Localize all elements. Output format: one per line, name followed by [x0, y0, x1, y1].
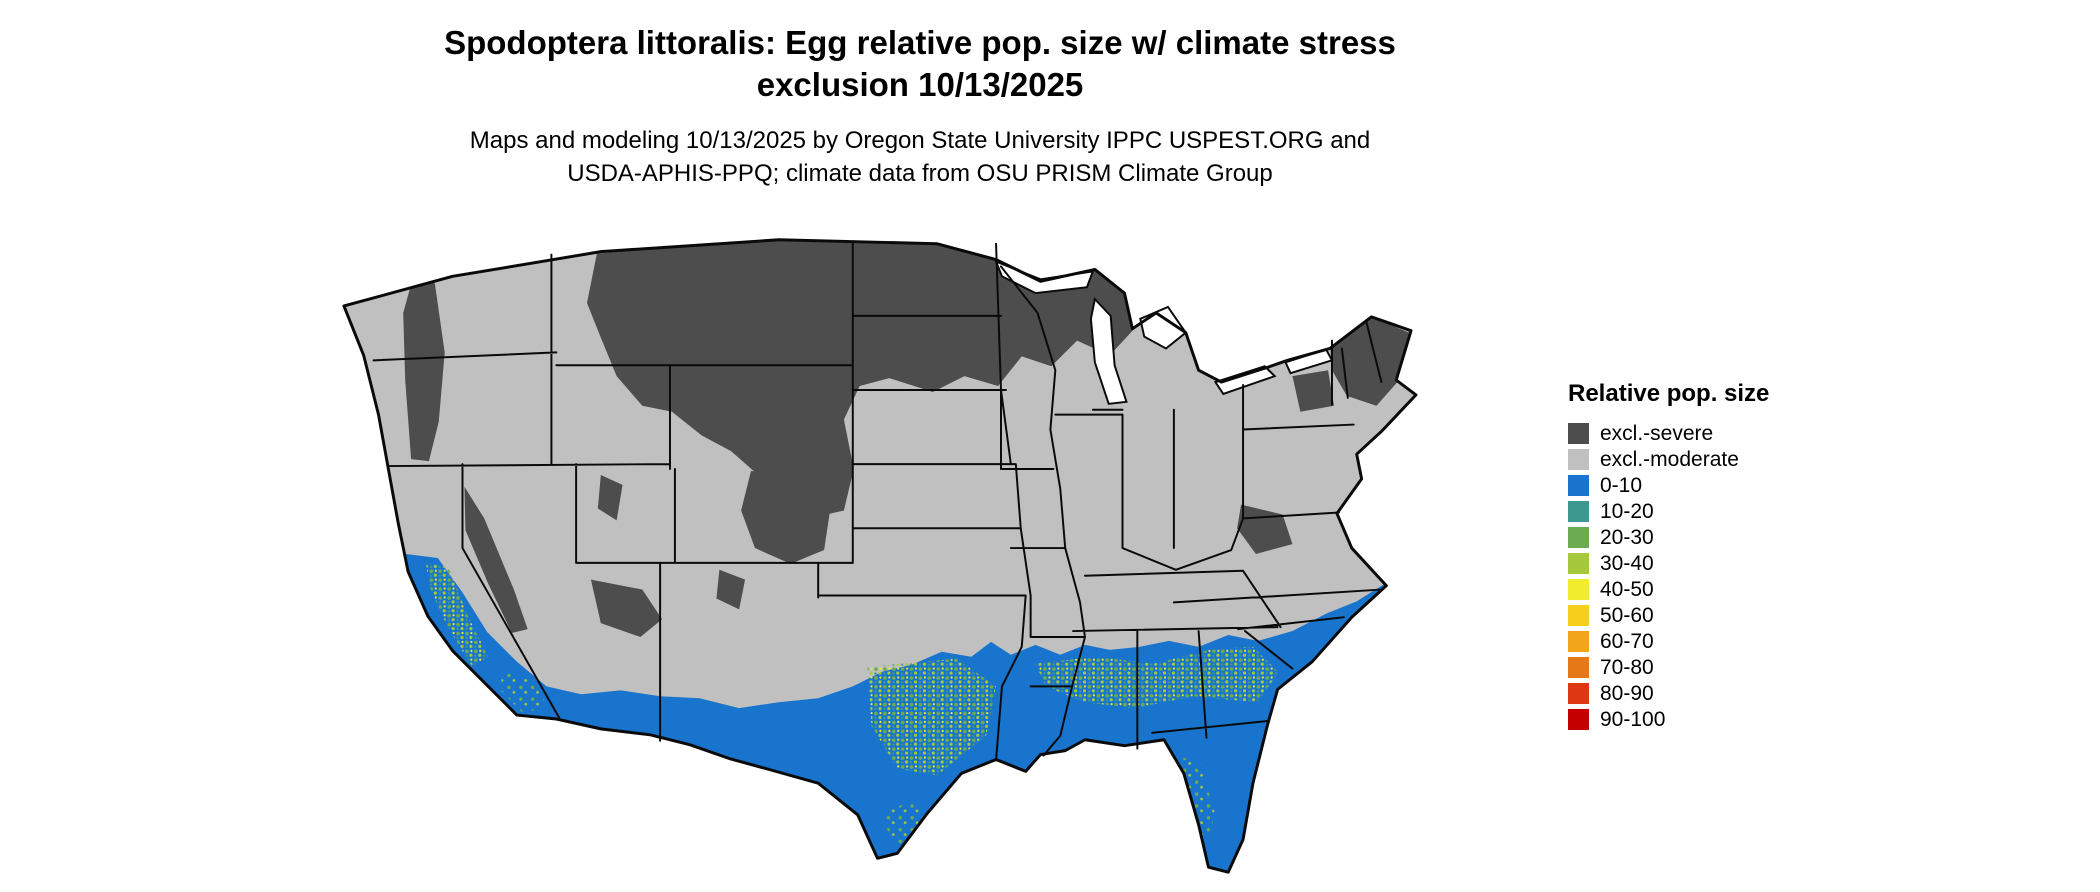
legend-entry: 40-50: [1568, 576, 1769, 602]
legend: Relative pop. size excl.-severe excl.-mo…: [1568, 380, 1769, 732]
legend-entry: excl.-moderate: [1568, 446, 1769, 472]
legend-label: 0-10: [1600, 473, 1643, 497]
legend-label: 50-60: [1600, 603, 1654, 627]
legend-swatch: [1568, 682, 1589, 704]
speckle-gulf-states: [1035, 646, 1279, 709]
region-excl-severe-arizona: [590, 579, 663, 637]
legend-swatch: [1568, 526, 1589, 548]
legend-swatch: [1568, 422, 1589, 444]
conus-outline: [342, 238, 1418, 874]
legend-label: 80-90: [1600, 681, 1654, 705]
region-excl-severe-newengland: [1330, 316, 1410, 406]
legend-label: 70-80: [1600, 655, 1654, 679]
state-borders: [372, 240, 1383, 762]
lake-michigan: [1089, 296, 1128, 405]
legend-entry: 80-90: [1568, 680, 1769, 706]
legend-swatch: [1568, 500, 1589, 522]
map-subtitle-line2: USDA-APHIS-PPQ; climate data from OSU PR…: [567, 159, 1273, 187]
region-excl-severe-newmexico: [716, 569, 746, 610]
legend-swatch: [1568, 604, 1589, 626]
legend-label: 20-30: [1600, 525, 1654, 549]
region-excl-severe-sierra: [464, 486, 528, 634]
legend-entry: 20-30: [1568, 524, 1769, 550]
legend-label: excl.-severe: [1600, 421, 1714, 445]
speckle-california-valley: [425, 562, 489, 667]
speckle-texas-south: [880, 800, 929, 851]
legend-label: 40-50: [1600, 577, 1654, 601]
legend-swatch: [1568, 708, 1589, 730]
map-title-line2: exclusion 10/13/2025: [756, 65, 1084, 103]
legend-label: excl.-moderate: [1600, 447, 1739, 471]
legend-swatch: [1568, 448, 1589, 470]
legend-entries: excl.-severe excl.-moderate 0-10 10-20: [1568, 420, 1769, 732]
lake-erie: [1213, 365, 1277, 396]
map-header: Spodoptera littoralis: Egg relative pop.…: [0, 22, 1840, 190]
legend-entry: 70-80: [1568, 654, 1769, 680]
region-excl-severe-cascades: [403, 277, 445, 462]
region-excl-severe-utah: [597, 474, 623, 521]
legend-entry: 10-20: [1568, 498, 1769, 524]
map-subtitle: Maps and modeling 10/13/2025 by Oregon S…: [0, 125, 1840, 190]
legend-entry: 50-60: [1568, 602, 1769, 628]
legend-swatch: [1568, 474, 1589, 496]
legend-entry: 0-10: [1568, 472, 1769, 498]
lake-superior: [994, 259, 1095, 295]
map-title: Spodoptera littoralis: Egg relative pop.…: [0, 22, 1840, 105]
legend-swatch: [1568, 578, 1589, 600]
legend-swatch: [1568, 552, 1589, 574]
speckle-texas-central: [867, 658, 997, 776]
legend-label: 10-20: [1600, 499, 1654, 523]
legend-title: Relative pop. size: [1568, 380, 1770, 407]
map-title-line1: Spodoptera littoralis: Egg relative pop.…: [444, 24, 1396, 61]
legend-entry: 30-40: [1568, 550, 1769, 576]
map-subtitle-line1: Maps and modeling 10/13/2025 by Oregon S…: [469, 127, 1371, 155]
region-excl-severe-adirondacks: [1292, 370, 1334, 412]
us-map-svg: [342, 238, 1418, 874]
legend-swatch: [1568, 630, 1589, 652]
legend-label: 30-40: [1600, 551, 1654, 575]
legend-label: 90-100: [1600, 707, 1666, 731]
legend-swatch: [1568, 656, 1589, 678]
legend-entry: 60-70: [1568, 628, 1769, 654]
region-excl-severe-rockies: [741, 470, 831, 564]
conus-map: [303, 222, 1531, 884]
legend-entry: 90-100: [1568, 706, 1769, 732]
legend-label: 60-70: [1600, 629, 1654, 653]
speckle-southern-california: [501, 671, 549, 713]
legend-entry: excl.-severe: [1568, 420, 1769, 446]
map-raster-layers: [343, 239, 1416, 873]
